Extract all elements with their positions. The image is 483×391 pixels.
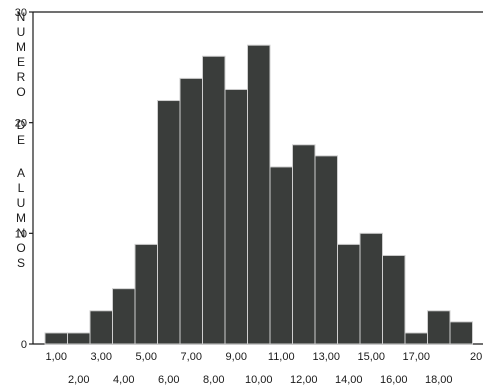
bar-19,00 bbox=[449, 321, 473, 345]
bar-10,00 bbox=[247, 44, 271, 345]
bar-11,00 bbox=[269, 166, 293, 345]
y-axis-label-letter: U bbox=[17, 25, 26, 39]
bar-4,00 bbox=[112, 288, 136, 345]
y-axis-label-letter: L bbox=[18, 181, 25, 195]
bar-2,00 bbox=[67, 332, 91, 345]
y-axis-label-letter: E bbox=[17, 55, 25, 69]
x-tick-label: 6,00 bbox=[158, 374, 179, 386]
bar-16,00 bbox=[382, 254, 406, 345]
y-axis-label-letter: D bbox=[17, 118, 26, 132]
x-tick-label: 20,00 bbox=[470, 351, 483, 363]
bar-9,00 bbox=[224, 88, 248, 345]
bar-14,00 bbox=[337, 243, 361, 345]
x-tick-label: 12,00 bbox=[290, 374, 318, 386]
y-axis-label-letter: R bbox=[17, 70, 26, 84]
x-tick-label: 15,00 bbox=[357, 351, 385, 363]
y-axis-label-letter: M bbox=[16, 40, 26, 54]
bar-17,00 bbox=[404, 332, 428, 345]
bar-18,00 bbox=[427, 310, 451, 345]
x-tick-label: 3,00 bbox=[91, 351, 112, 363]
bar-13,00 bbox=[314, 155, 338, 345]
bar-7,00 bbox=[179, 77, 203, 345]
x-tick-label: 16,00 bbox=[380, 374, 408, 386]
bar-3,00 bbox=[89, 310, 113, 345]
y-axis-label-letter: E bbox=[17, 133, 25, 147]
x-tick-label: 7,00 bbox=[181, 351, 202, 363]
y-tick-label: 20 bbox=[15, 118, 27, 130]
x-tick-label: 13,00 bbox=[312, 351, 340, 363]
x-tick-label: 2,00 bbox=[68, 374, 89, 386]
y-axis-label-letter: S bbox=[17, 256, 25, 270]
bar-12,00 bbox=[292, 144, 316, 345]
bar-1,00 bbox=[44, 332, 68, 345]
x-tick-label: 8,00 bbox=[203, 374, 224, 386]
y-axis-label-letter: A bbox=[17, 166, 25, 180]
x-tick-label: 5,00 bbox=[136, 351, 157, 363]
x-tick-label: 18,00 bbox=[425, 374, 453, 386]
y-tick-label: 10 bbox=[15, 228, 27, 240]
x-tick-label: 14,00 bbox=[335, 374, 363, 386]
bar-15,00 bbox=[359, 232, 383, 345]
bar-5,00 bbox=[134, 243, 158, 345]
bar-6,00 bbox=[157, 100, 181, 345]
y-tick-label: 30 bbox=[15, 7, 27, 19]
x-tick-label: 1,00 bbox=[46, 351, 67, 363]
y-axis-label-letter: U bbox=[17, 196, 26, 210]
y-axis-label-letter: M bbox=[16, 211, 26, 225]
y-tick-label: 0 bbox=[21, 339, 27, 351]
x-tick-label: 9,00 bbox=[226, 351, 247, 363]
y-axis-label-letter: O bbox=[16, 85, 25, 99]
x-tick-label: 17,00 bbox=[402, 351, 430, 363]
x-tick-label: 10,00 bbox=[245, 374, 273, 386]
x-tick-label: 11,00 bbox=[268, 351, 295, 363]
y-axis-label-letter: O bbox=[16, 241, 25, 255]
x-tick-label: 4,00 bbox=[113, 374, 134, 386]
bar-8,00 bbox=[202, 55, 226, 345]
y-axis-label-letter: N bbox=[17, 10, 26, 24]
y-axis-label-letter: N bbox=[17, 226, 26, 240]
